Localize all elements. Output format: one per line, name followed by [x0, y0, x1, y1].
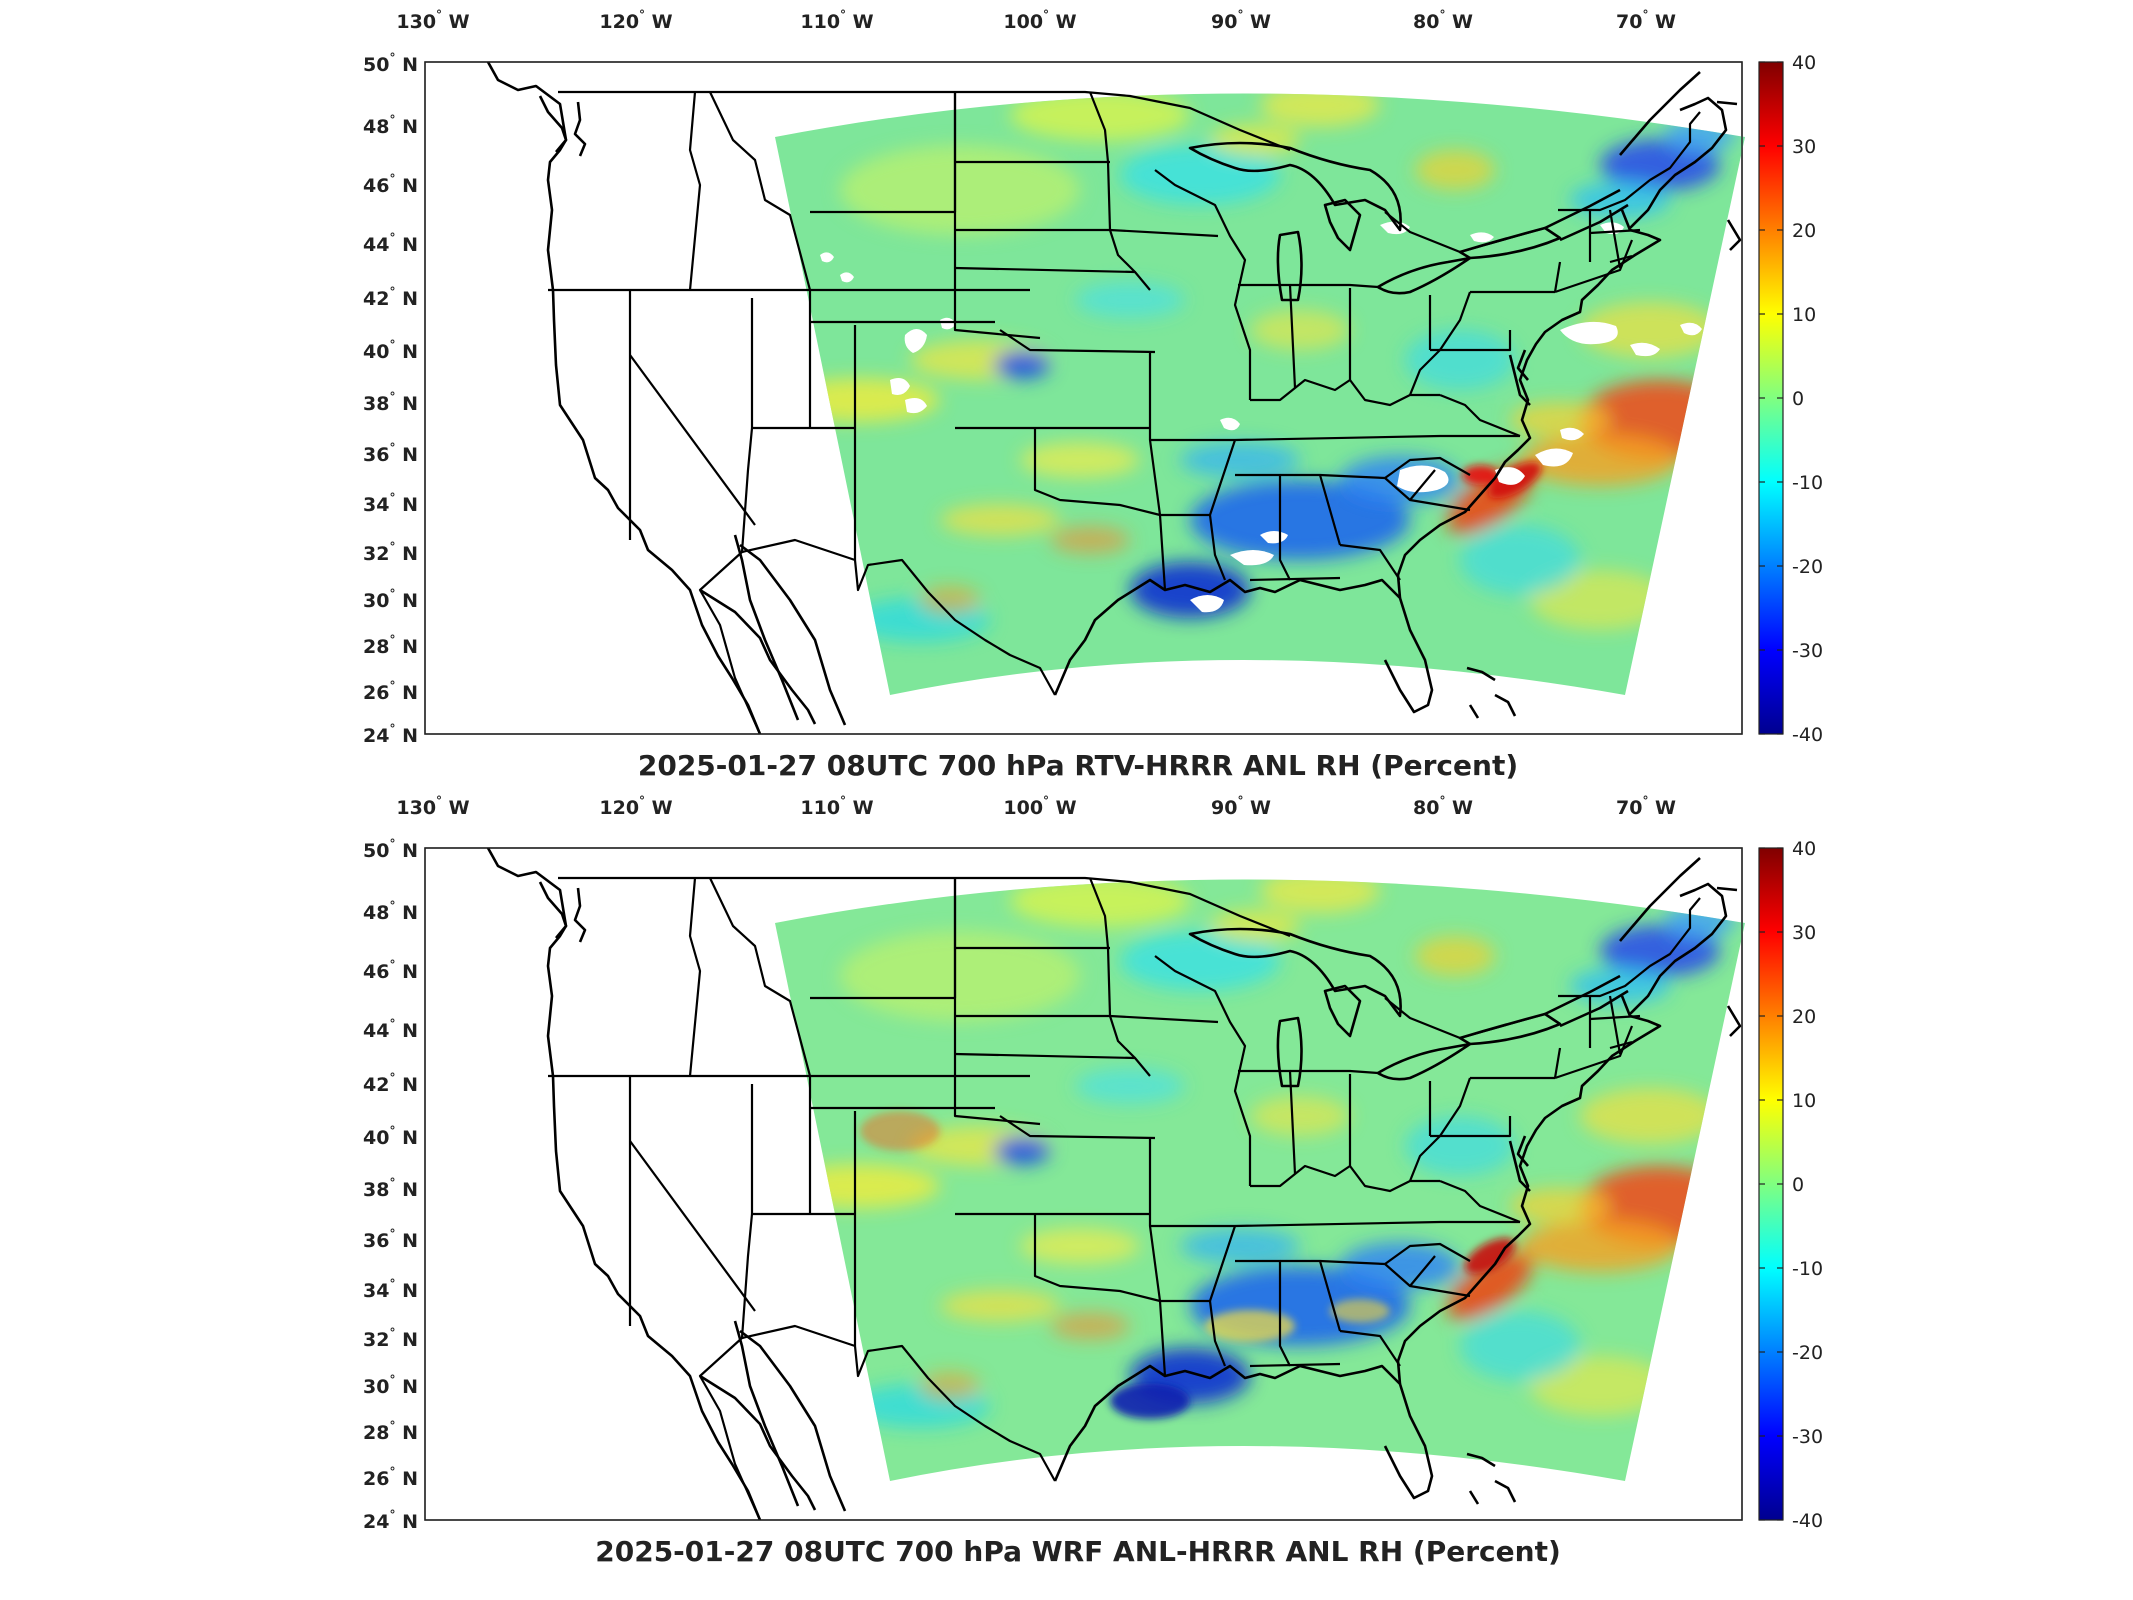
lon-tick-label: 110° W	[800, 794, 873, 819]
colorbar-tick-label: -30	[1792, 1426, 1823, 1448]
lat-tick-label: 28° N	[363, 633, 418, 658]
lat-tick-label: 48° N	[363, 899, 418, 924]
lat-tick-label: 42° N	[363, 285, 418, 310]
longitude-labels: 130° W 120° W 110° W 100° W 90° W 80° W 70° W	[396, 8, 1676, 33]
lat-tick-label: 44° N	[363, 231, 418, 256]
colorbar: 40 30 20 10 0 -10 -20 -30 -40	[1758, 52, 1823, 746]
longitude-labels: 130° W 120° W 110° W 100° W 90° W 80° W 70° W	[396, 794, 1676, 819]
lon-tick-label: 90° W	[1211, 8, 1271, 33]
colorbar-tick-label: -40	[1792, 724, 1823, 746]
colorbar-tick-label: -30	[1792, 640, 1823, 662]
lat-tick-label: 36° N	[363, 1227, 418, 1252]
lat-tick-label: 34° N	[363, 1277, 418, 1302]
latitude-labels: 50° N 48° N 46° N 44° N 42° N 40° N 38° N 36° N…	[363, 51, 418, 747]
colorbar-tick-label: -10	[1792, 1258, 1823, 1280]
colorbar-tick-label: 30	[1792, 136, 1816, 158]
colorbar-tick-label: -20	[1792, 556, 1823, 578]
lon-tick-label: 120° W	[599, 8, 672, 33]
colorbar-tick-label: -20	[1792, 1342, 1823, 1364]
lat-tick-label: 50° N	[363, 837, 418, 862]
lon-tick-label: 130° W	[396, 8, 469, 33]
lat-tick-label: 50° N	[363, 51, 418, 76]
lon-tick-label: 100° W	[1003, 8, 1076, 33]
rh-difference-field	[775, 93, 1745, 695]
lat-tick-label: 46° N	[363, 172, 418, 197]
lat-tick-label: 40° N	[363, 1124, 418, 1149]
lat-tick-label: 32° N	[363, 540, 418, 565]
lon-tick-label: 90° W	[1211, 794, 1271, 819]
lat-tick-label: 30° N	[363, 1373, 418, 1398]
lat-tick-label: 42° N	[363, 1071, 418, 1096]
map-panel-wrf: 130° W 120° W 110° W 100° W 90° W 80° W 70° W …	[363, 794, 1823, 1568]
lon-tick-label: 120° W	[599, 794, 672, 819]
colorbar-tick-label: 10	[1792, 304, 1816, 326]
colorbar-tick-label: 40	[1792, 838, 1816, 860]
lat-tick-label: 34° N	[363, 491, 418, 516]
colorbar-tick-label: 10	[1792, 1090, 1816, 1112]
lat-tick-label: 46° N	[363, 958, 418, 983]
lon-tick-label: 80° W	[1413, 794, 1473, 819]
lon-tick-label: 100° W	[1003, 794, 1076, 819]
lon-tick-label: 80° W	[1413, 8, 1473, 33]
lat-tick-label: 48° N	[363, 113, 418, 138]
rh-difference-field	[775, 879, 1745, 1481]
latitude-labels: 50° N 48° N 46° N 44° N 42° N 40° N 38° N 36° N…	[363, 837, 418, 1533]
panel-title: 2025-01-27 08UTC 700 hPa RTV-HRRR ANL RH…	[638, 749, 1518, 782]
colorbar-tick-label: 0	[1792, 388, 1804, 410]
lat-tick-label: 40° N	[363, 338, 418, 363]
lon-tick-label: 70° W	[1616, 794, 1676, 819]
lat-tick-label: 32° N	[363, 1326, 418, 1351]
lat-tick-label: 26° N	[363, 679, 418, 704]
colorbar-tick-label: 30	[1792, 922, 1816, 944]
lat-tick-label: 28° N	[363, 1419, 418, 1444]
colorbar-tick-label: 20	[1792, 220, 1816, 242]
colorbar-tick-label: 20	[1792, 1006, 1816, 1028]
lon-tick-label: 110° W	[800, 8, 873, 33]
lat-tick-label: 30° N	[363, 587, 418, 612]
lat-tick-label: 24° N	[363, 1508, 418, 1533]
lat-tick-label: 24° N	[363, 722, 418, 747]
lat-tick-label: 44° N	[363, 1017, 418, 1042]
colorbar-tick-label: -40	[1792, 1510, 1823, 1532]
lat-tick-label: 36° N	[363, 441, 418, 466]
colorbar-tick-label: 40	[1792, 52, 1816, 74]
lat-tick-label: 38° N	[363, 390, 418, 415]
lat-tick-label: 26° N	[363, 1465, 418, 1490]
lon-tick-label: 130° W	[396, 794, 469, 819]
lon-tick-label: 70° W	[1616, 8, 1676, 33]
lat-tick-label: 38° N	[363, 1176, 418, 1201]
panel-title: 2025-01-27 08UTC 700 hPa WRF ANL-HRRR AN…	[595, 1535, 1561, 1568]
colorbar-tick-label: -10	[1792, 472, 1823, 494]
map-panel-rtv-hrrr: 130° W 120° W 110° W 100° W 90° W 80° W 70° W …	[363, 8, 1823, 782]
colorbar-tick-label: 0	[1792, 1174, 1804, 1196]
